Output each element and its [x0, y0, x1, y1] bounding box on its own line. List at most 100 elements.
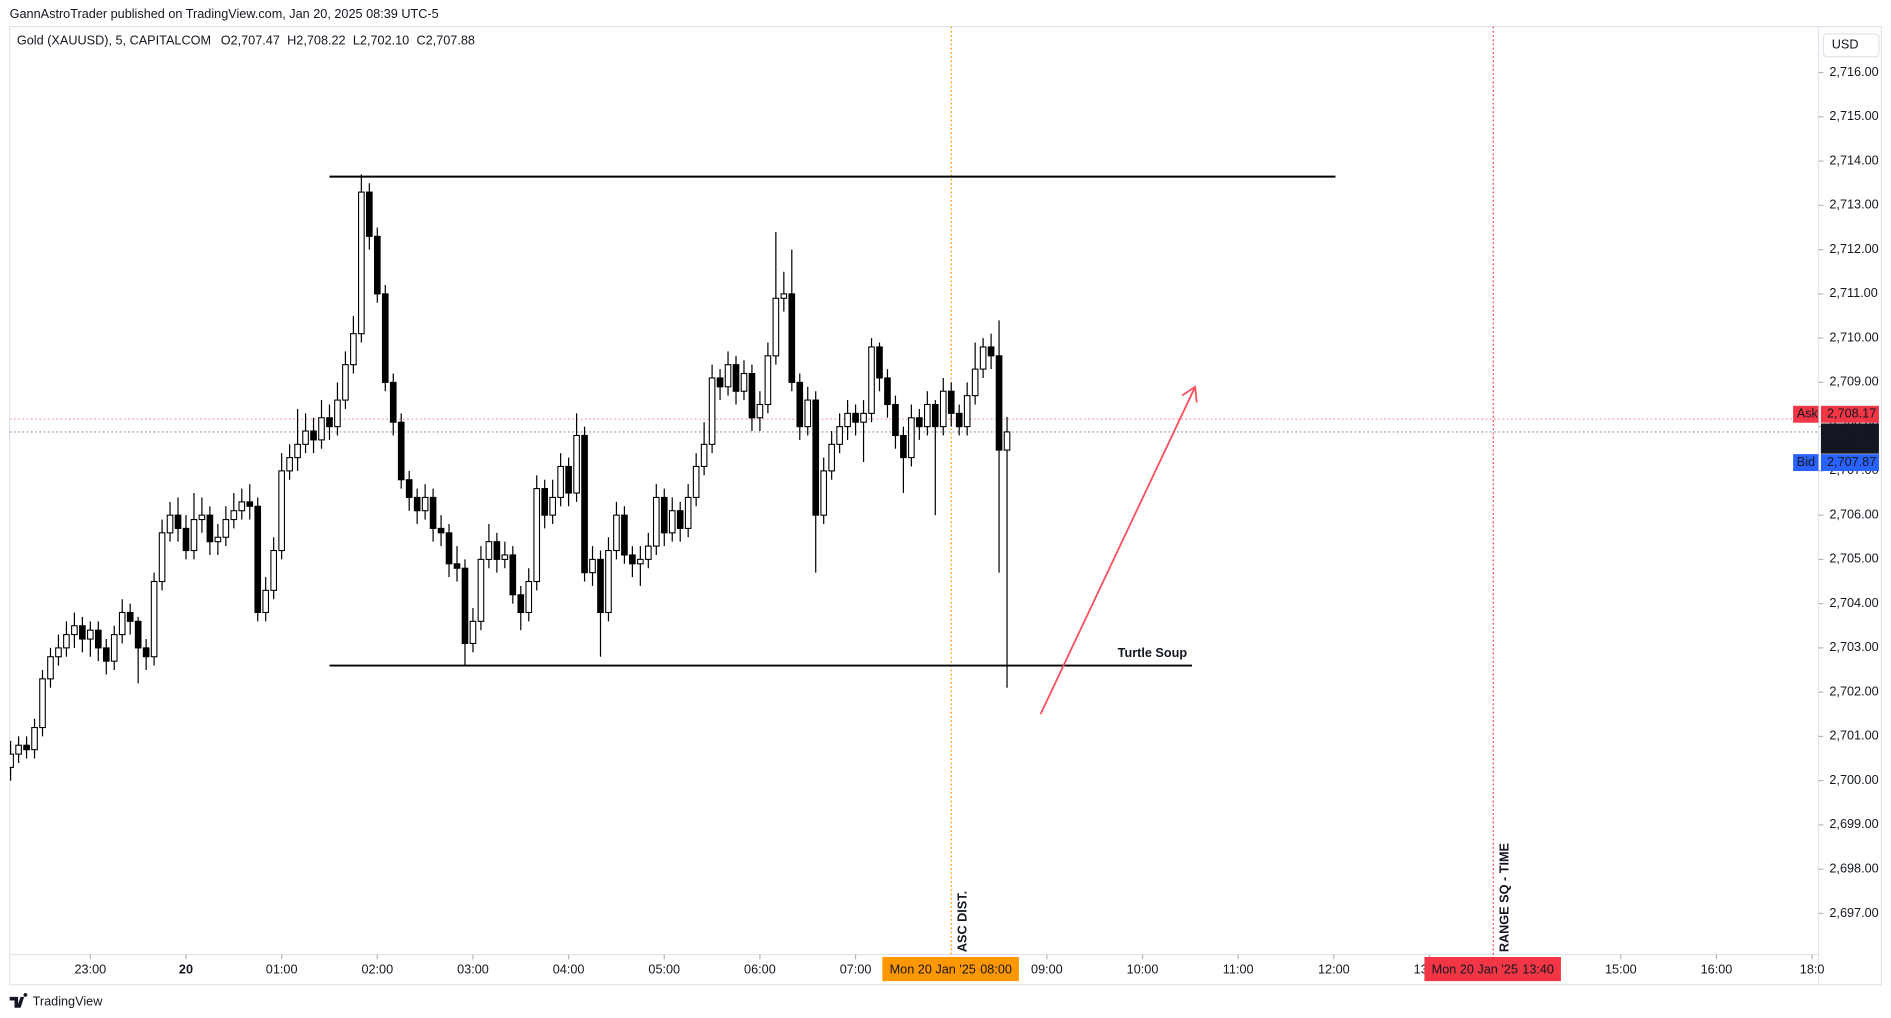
candle-body [772, 297, 780, 357]
candle-body [142, 647, 150, 658]
candle-body [174, 514, 182, 529]
candle-body [876, 346, 883, 379]
last-price-box [1820, 423, 1879, 454]
time-axis-label-box [882, 956, 1019, 982]
y-tick-label: 2,697.00 [1829, 906, 1878, 920]
level-label: Turtle Soup [1118, 646, 1188, 660]
symbol-title: Gold (XAUUSD), 5, CAPITALCOM [17, 33, 211, 47]
vertical-marker-label: RANGE SQ - TIME [1498, 843, 1512, 952]
currency-box[interactable] [1822, 33, 1880, 58]
frame [9, 25, 1882, 986]
time-axis-time: 13:40 [1522, 963, 1554, 977]
currency[interactable]: USD [1832, 38, 1859, 52]
price-box [1820, 405, 1879, 423]
y-tick-label: 2,713.00 [1829, 198, 1878, 212]
x-tick-label: 05:00 [648, 963, 680, 977]
candle-body [118, 611, 126, 636]
candle-body [366, 191, 373, 237]
candle-body [660, 496, 668, 534]
y-tick-label: 2,704.00 [1829, 596, 1878, 610]
candle-body [79, 625, 86, 640]
candle-body [278, 470, 285, 552]
y-tick-label: 2,700.00 [1829, 773, 1878, 787]
candle-body [453, 563, 461, 569]
candle-body [549, 496, 556, 516]
candle-body [158, 532, 166, 583]
candle-body [637, 558, 644, 565]
candle-body [621, 514, 628, 556]
candle-body [565, 465, 572, 494]
x-tick-label: 18:0 [1800, 963, 1825, 977]
y-tick-label: 2,698.00 [1829, 861, 1878, 875]
candle-body [684, 496, 692, 529]
candle-body [102, 647, 110, 662]
y-tick-label: 2,714.00 [1829, 153, 1878, 167]
candle-body [198, 514, 206, 521]
candle-body [644, 545, 652, 560]
candle-body [358, 191, 365, 335]
candle-body [724, 364, 732, 388]
candle-body [238, 501, 246, 512]
price-name-box [1793, 454, 1819, 472]
candle-body [110, 634, 118, 662]
footer-logo [9, 992, 28, 1008]
candle-body [373, 235, 381, 295]
candle-body [445, 532, 453, 565]
y-tick-label: 2,716.00 [1829, 65, 1878, 79]
candle-body [190, 519, 198, 552]
status-value: L2,702.10 [353, 33, 409, 47]
y-tick-label: 2,701.00 [1829, 729, 1878, 743]
candle-body [166, 514, 174, 534]
candle-body [740, 372, 748, 392]
candle-body [756, 403, 764, 419]
candle-body [796, 381, 804, 428]
candle-body [286, 457, 293, 472]
candle-body [589, 558, 596, 574]
candle-body [342, 364, 349, 401]
candle-body [469, 620, 477, 645]
candle-body [477, 558, 485, 622]
plot [9, 26, 1819, 955]
candle-body [764, 355, 772, 406]
y-tick-label: 2,711.00 [1829, 286, 1877, 300]
y-tick-label: 2,702.00 [1829, 684, 1878, 698]
x-tick-label: 06:00 [744, 963, 776, 977]
candle-body [501, 554, 509, 560]
candle-body [780, 293, 788, 299]
candle-body [820, 470, 828, 516]
y-tick-label: 2,715.00 [1829, 109, 1878, 123]
candle-body [39, 678, 46, 729]
candle-body [509, 554, 517, 596]
candle-body [732, 364, 740, 392]
candle-body [254, 505, 262, 614]
overlay: ASC DIST. RANGE SQ - TIME Turtle Soup [956, 646, 1512, 952]
x-tick-label: 03:00 [457, 963, 489, 977]
time-axis-label-box [1424, 956, 1561, 982]
candle-body [900, 434, 907, 459]
candle-body [541, 488, 549, 516]
candle-body [708, 377, 716, 445]
price-name-box [1793, 405, 1819, 423]
candle-body [947, 390, 955, 414]
candle-body [700, 443, 708, 467]
y-tick-label: 2,699.00 [1829, 817, 1878, 831]
candle-body [71, 625, 78, 636]
candle-body [605, 549, 612, 614]
candle-body [995, 355, 1003, 451]
x-tick-label: 20 [179, 963, 193, 977]
price-box [1820, 454, 1879, 472]
candle-body [318, 417, 325, 441]
price-name: Bid [1797, 455, 1815, 469]
candle-body [971, 368, 979, 397]
candle-body [437, 527, 445, 534]
candle-body [310, 430, 317, 441]
candle-body [788, 293, 796, 383]
time-axis-date: Mon 20 Jan '25 [1432, 963, 1518, 977]
candle-body [860, 412, 867, 423]
candle-body [533, 488, 541, 583]
countdown: 00:32 [1827, 439, 1859, 453]
candle-body [692, 465, 700, 498]
candle-body [987, 346, 995, 357]
candle-body [884, 377, 891, 406]
